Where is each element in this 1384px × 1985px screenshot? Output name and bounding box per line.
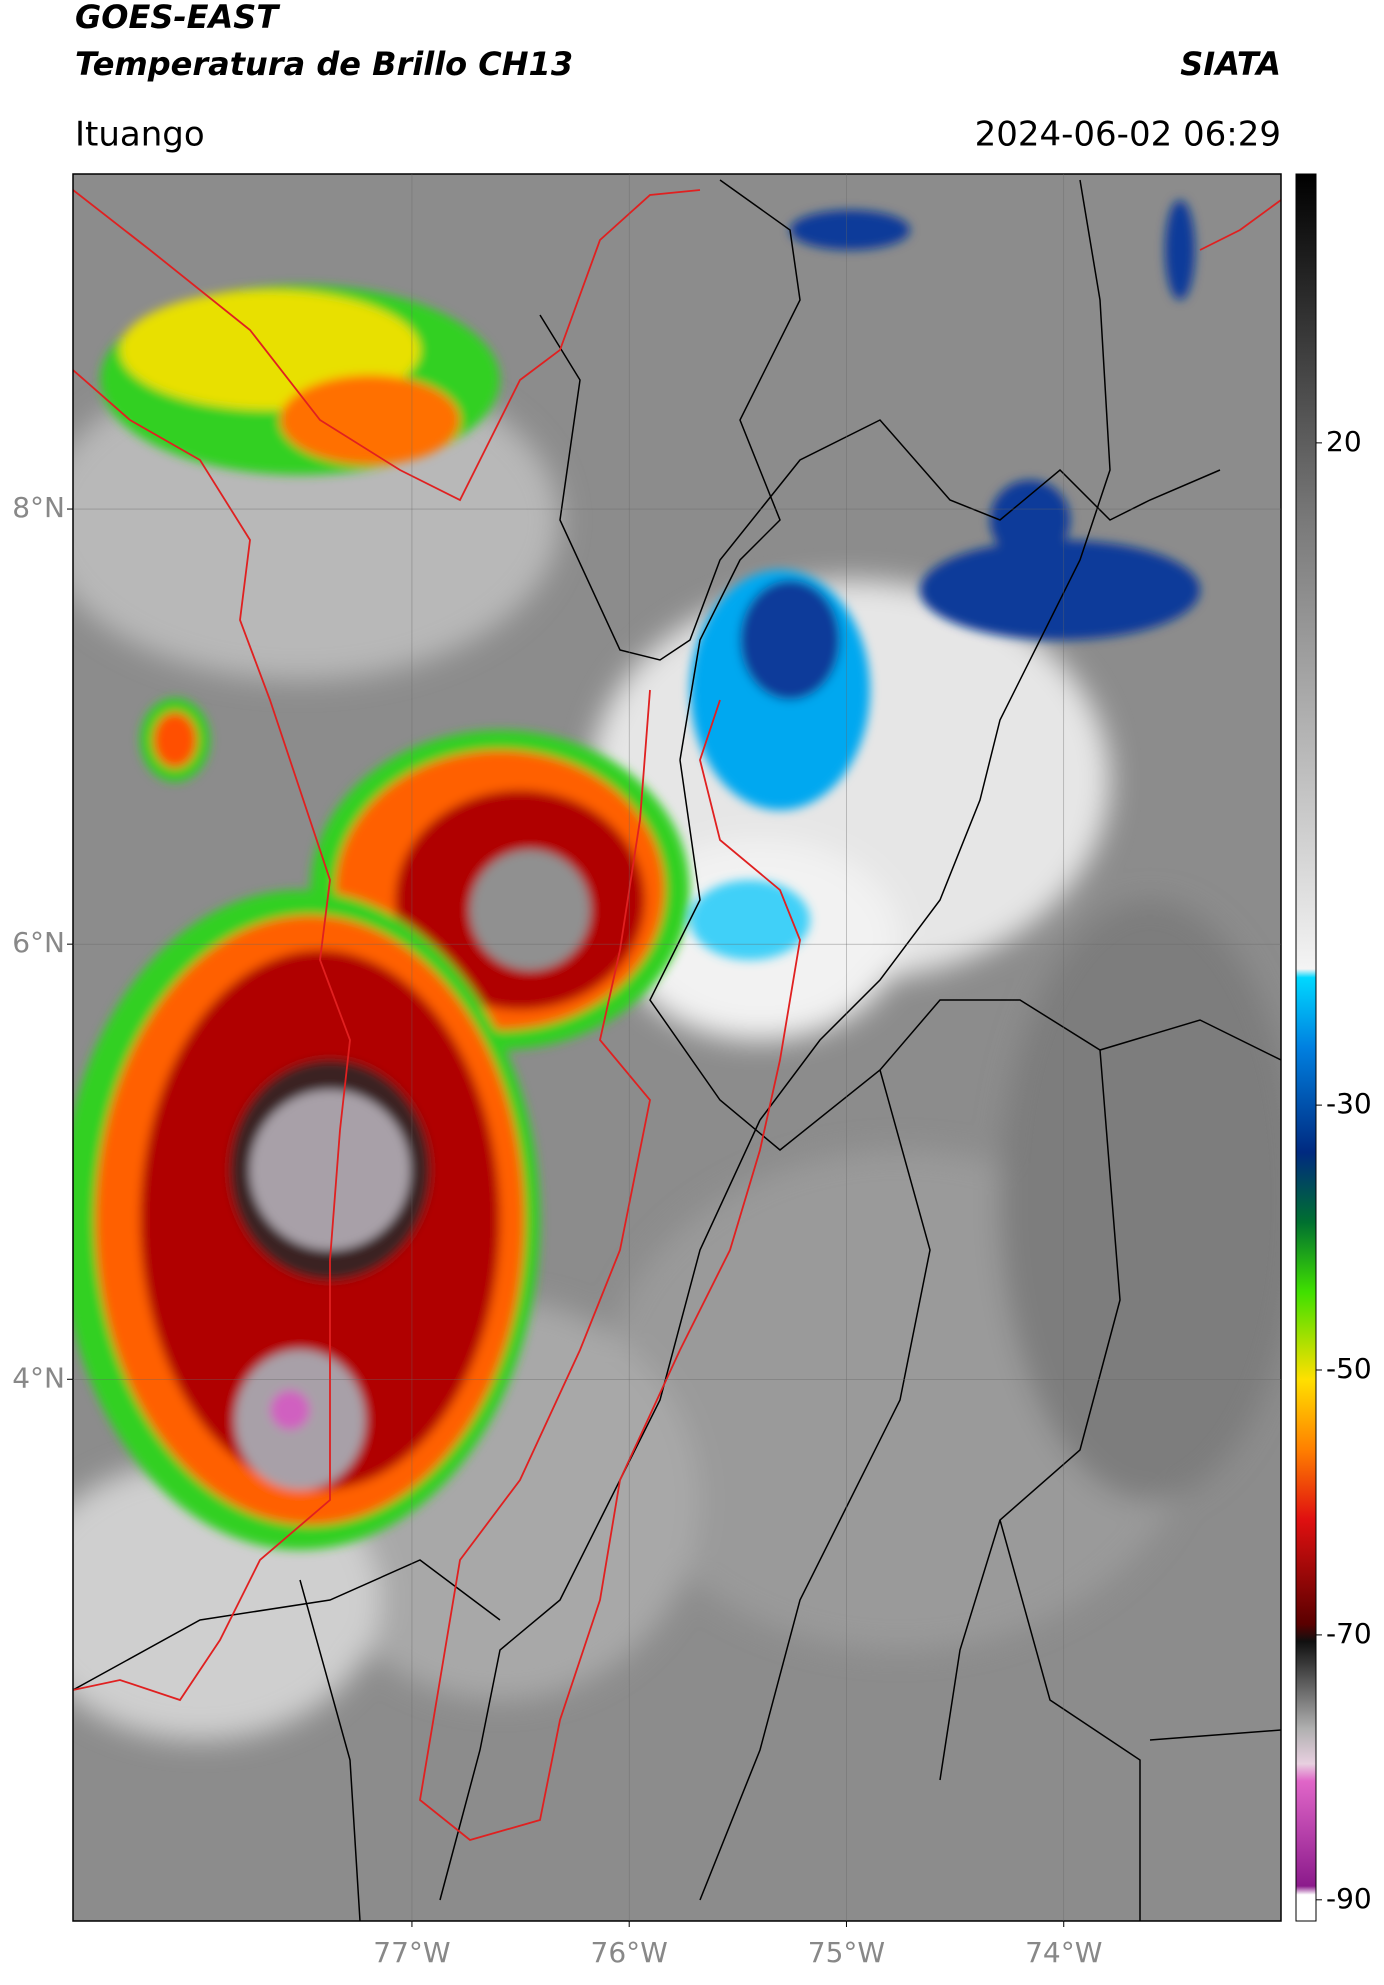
y-tick-label: 8°N <box>12 491 65 524</box>
header-source: SIATA <box>1180 45 1281 83</box>
colorbar-tick-label: -90 <box>1326 1882 1372 1915</box>
satellite-image <box>73 174 1281 1921</box>
x-tick-label: 76°W <box>591 1936 668 1969</box>
colorbar-tick-label: -50 <box>1326 1352 1372 1385</box>
location-label: Ituango <box>75 115 205 155</box>
y-tick-label: 6°N <box>12 926 65 959</box>
date-label: 2024-06-02 06:29 <box>975 115 1281 155</box>
colorbar-tick-label: -30 <box>1326 1087 1372 1120</box>
x-tick-label: 75°W <box>808 1936 885 1969</box>
header-subtitle: Temperatura de Brillo CH13 <box>75 45 573 83</box>
colorbar <box>1295 173 1317 1922</box>
colorbar-tick-label: 20 <box>1326 425 1362 458</box>
header-title: GOES-EAST <box>75 0 280 36</box>
x-tick-label: 74°W <box>1025 1936 1102 1969</box>
map-frame <box>72 173 1282 1922</box>
colorbar-tick-label: -70 <box>1326 1617 1372 1650</box>
y-tick-label: 4°N <box>12 1361 65 1394</box>
x-tick-label: 77°W <box>373 1936 450 1969</box>
